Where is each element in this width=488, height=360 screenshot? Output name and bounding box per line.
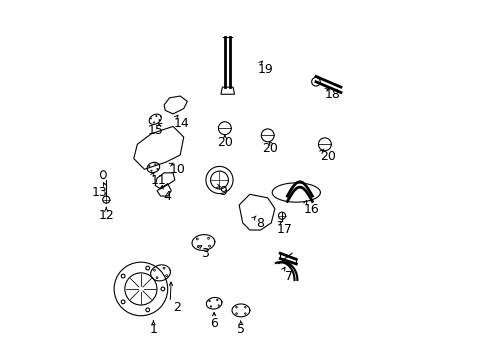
- Text: 2: 2: [172, 301, 180, 314]
- Text: 15: 15: [147, 124, 163, 137]
- Text: 19: 19: [258, 63, 273, 76]
- Text: 20: 20: [320, 150, 336, 163]
- Text: 8: 8: [256, 217, 264, 230]
- Text: 5: 5: [237, 323, 244, 336]
- Text: 9: 9: [219, 185, 226, 198]
- Text: 12: 12: [98, 209, 114, 222]
- Text: 11: 11: [151, 174, 166, 187]
- Text: 14: 14: [174, 117, 189, 130]
- Text: 16: 16: [303, 203, 319, 216]
- Text: 17: 17: [276, 223, 292, 236]
- Text: 18: 18: [325, 89, 340, 102]
- Text: 3: 3: [201, 247, 209, 260]
- Text: 1: 1: [149, 323, 157, 336]
- Text: 10: 10: [169, 163, 185, 176]
- Text: 6: 6: [210, 317, 218, 330]
- Text: 13: 13: [91, 186, 107, 199]
- Text: 20: 20: [262, 142, 278, 155]
- Text: 7: 7: [285, 270, 292, 283]
- Text: 20: 20: [217, 136, 232, 149]
- Text: 4: 4: [163, 190, 171, 203]
